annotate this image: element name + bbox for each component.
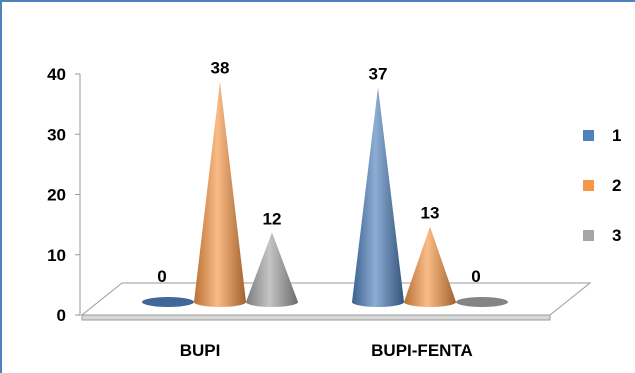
cone-marks bbox=[142, 81, 508, 308]
cone-bupi-fenta-series-1 bbox=[352, 87, 404, 308]
category-labels: BUPI BUPI-FENTA bbox=[180, 341, 473, 360]
cone-body bbox=[352, 87, 404, 308]
y-tick-label: 0 bbox=[57, 306, 66, 325]
legend-label: 3 bbox=[612, 226, 621, 245]
y-axis-ticks: 0 10 20 30 40 bbox=[47, 65, 80, 325]
y-tick-label: 40 bbox=[47, 65, 66, 84]
legend-swatch bbox=[583, 130, 594, 141]
data-label: 38 bbox=[211, 59, 230, 78]
legend-item: 1 bbox=[583, 126, 621, 145]
data-label: 12 bbox=[263, 209, 282, 228]
data-label: 13 bbox=[421, 204, 440, 223]
cone-bupi-fenta-series-2 bbox=[404, 226, 456, 307]
legend: 1 2 3 bbox=[583, 126, 621, 245]
y-tick-label: 10 bbox=[47, 246, 66, 265]
y-tick-label: 20 bbox=[47, 186, 66, 205]
legend-swatch bbox=[583, 230, 594, 241]
cone-bupi-fenta-series-3 bbox=[456, 297, 508, 307]
legend-item: 2 bbox=[583, 176, 621, 195]
legend-item: 3 bbox=[583, 226, 621, 245]
cone-body bbox=[404, 226, 456, 307]
cone-base-flat bbox=[456, 297, 508, 307]
category-label: BUPI-FENTA bbox=[371, 341, 473, 360]
cone-bupi-series-1 bbox=[142, 297, 194, 307]
data-labels: 0 38 12 37 13 0 bbox=[157, 59, 480, 286]
cone-body bbox=[194, 81, 246, 307]
cone-base-flat bbox=[142, 297, 194, 307]
cone-bupi-series-3 bbox=[246, 232, 298, 307]
category-label: BUPI bbox=[180, 341, 221, 360]
chart-floor-edge bbox=[81, 314, 551, 321]
cone-body bbox=[246, 232, 298, 307]
data-label: 0 bbox=[471, 267, 480, 286]
legend-label: 2 bbox=[612, 176, 621, 195]
legend-label: 1 bbox=[612, 126, 621, 145]
cone-bupi-series-2 bbox=[194, 81, 246, 307]
data-label: 0 bbox=[157, 267, 166, 286]
data-label: 37 bbox=[369, 64, 388, 83]
legend-swatch bbox=[583, 180, 594, 191]
y-tick-label: 30 bbox=[47, 125, 66, 144]
